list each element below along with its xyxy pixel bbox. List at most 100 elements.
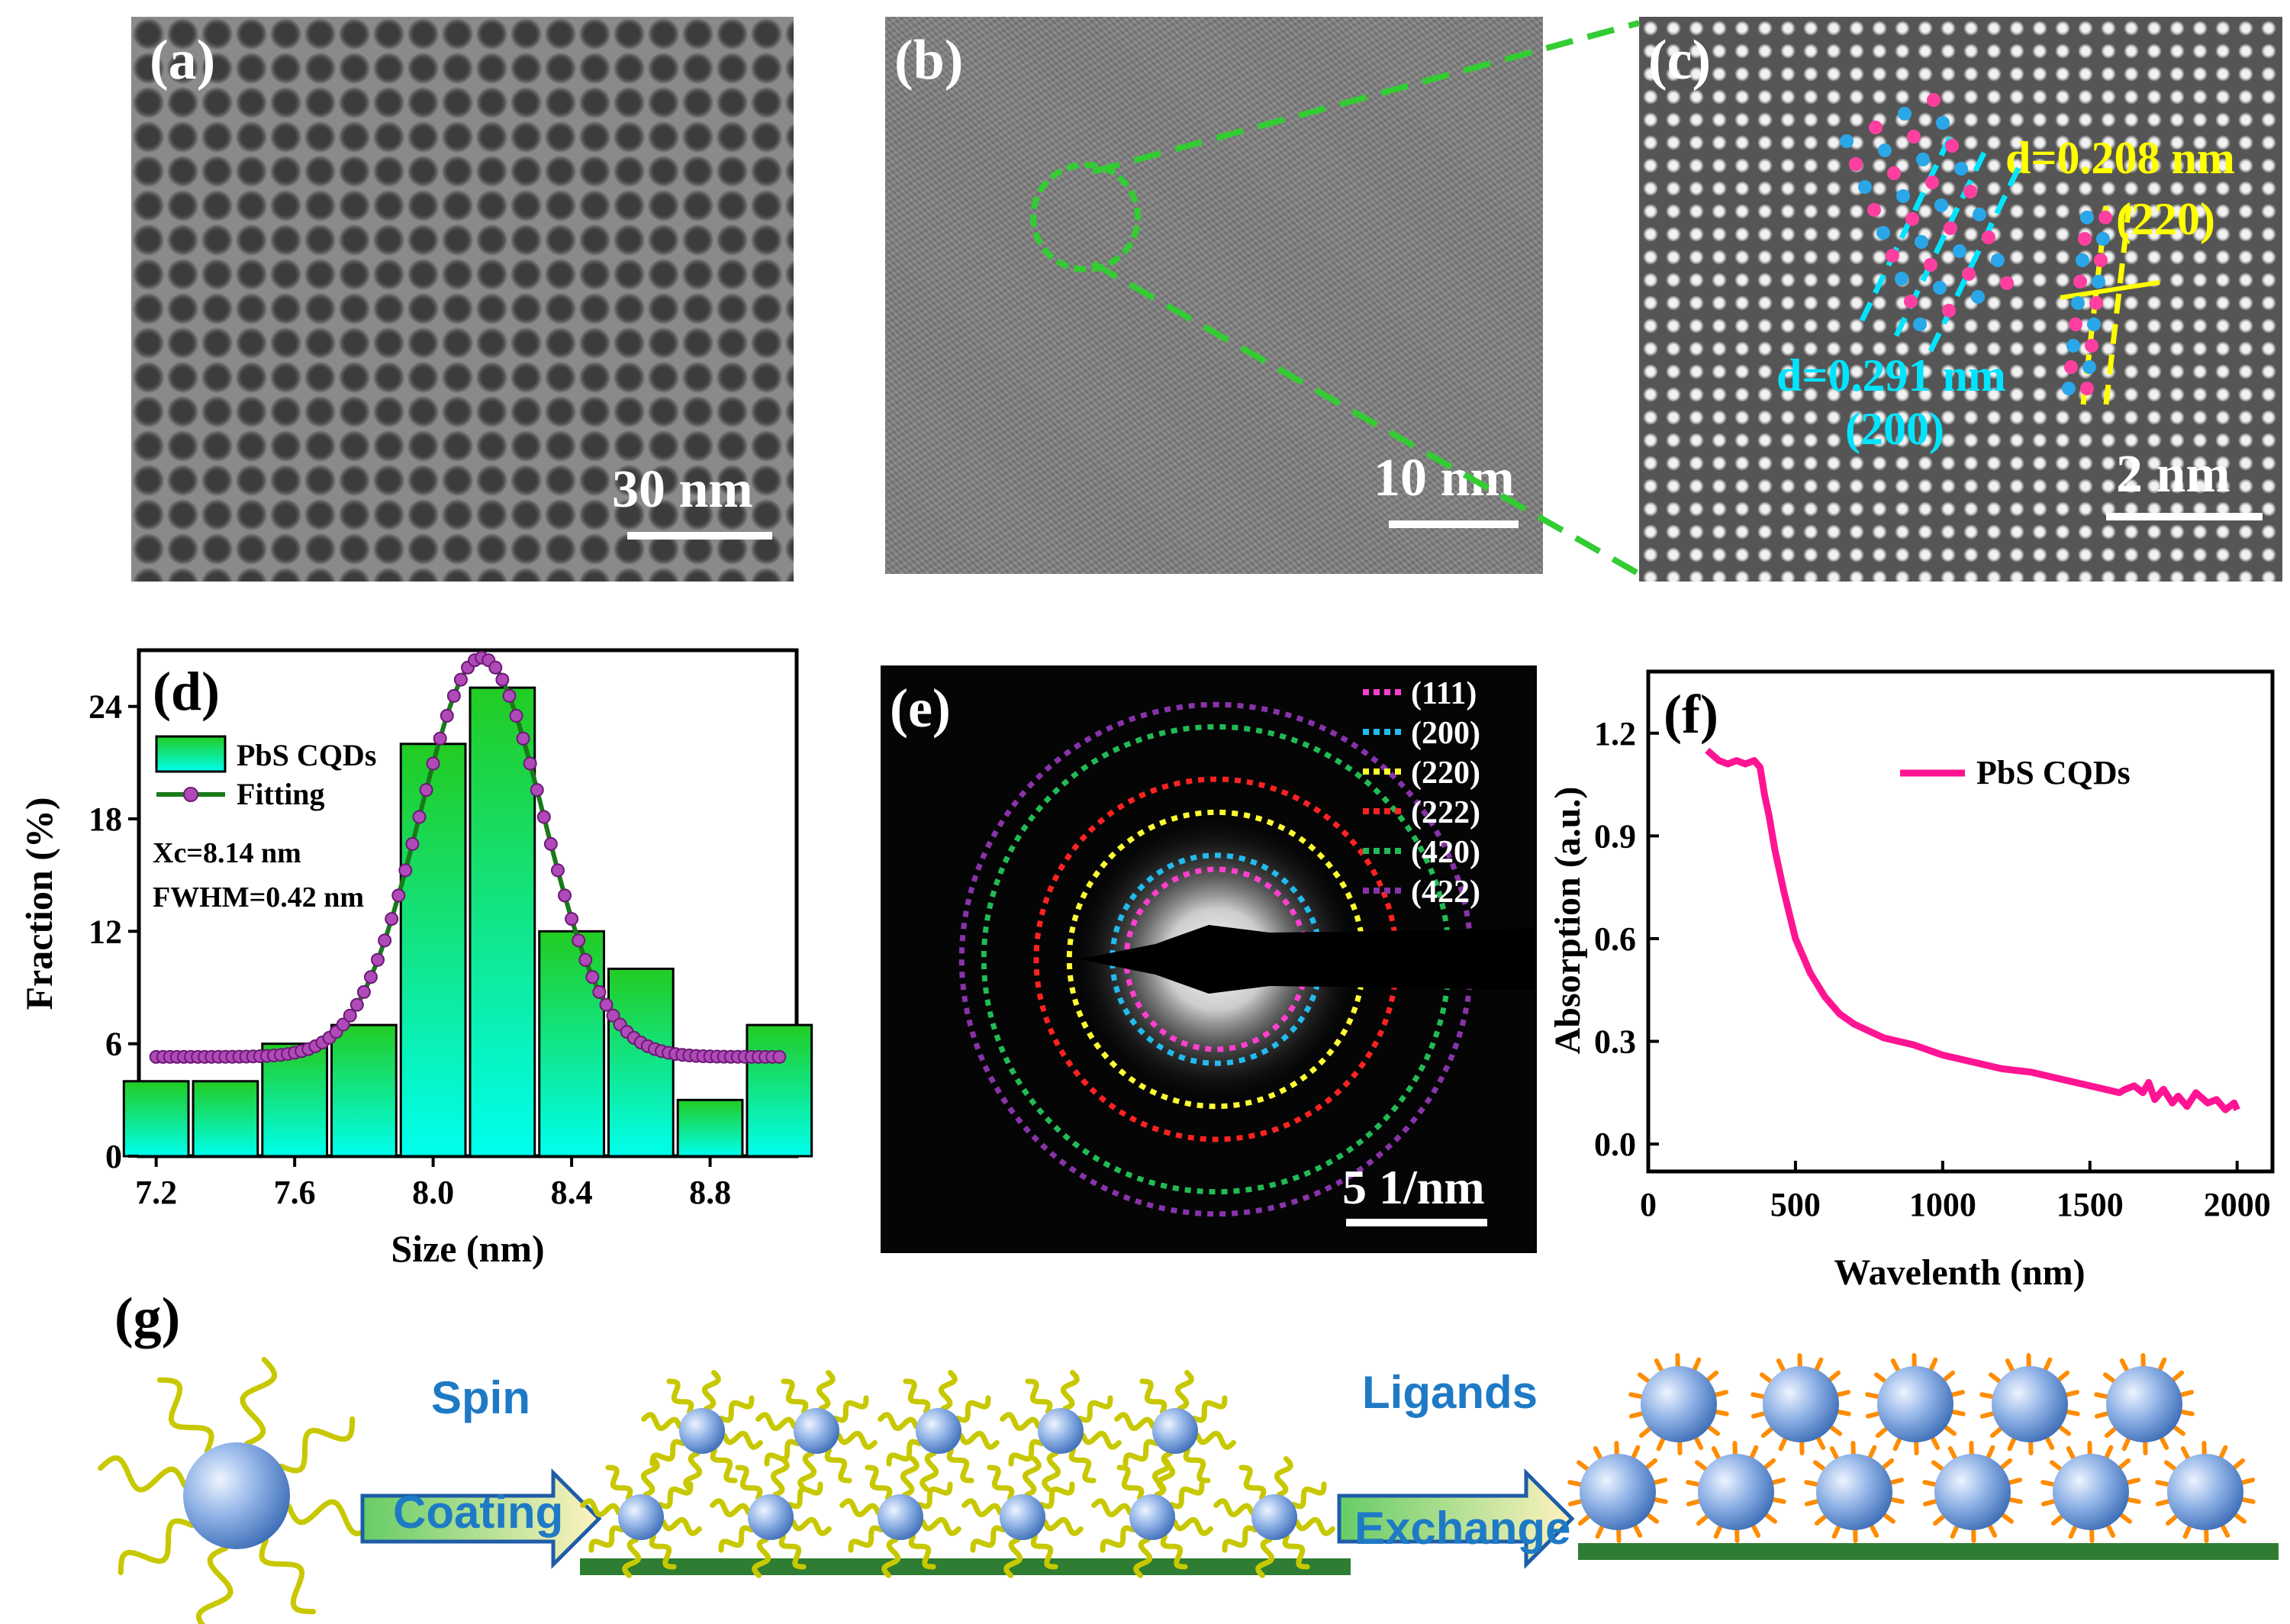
short-ligand [2121,1436,2131,1452]
short-ligand [1989,1372,2002,1384]
long-ligand [1282,1533,1310,1570]
long-ligand [955,1395,991,1423]
long-ligand [1042,1516,1084,1536]
fit-marker [405,836,420,851]
substrate-right [1578,1543,2279,1560]
d-xtick-label: 8.8 [689,1174,731,1211]
long-ligand [797,1450,817,1492]
quantum-dot-sphere [1000,1494,1045,1540]
short-ligand [1928,1357,1938,1372]
panel-e-label: (e) [890,678,951,739]
d-xtick-label: 8.4 [551,1174,593,1211]
long-ligand [1222,1525,1258,1553]
panel-a-scale-bar [627,532,772,540]
short-ligand [2044,1436,2055,1450]
legend-bar-swatch [155,735,227,773]
panel-c-scale-text: 2 nm [2116,445,2230,504]
short-ligand [1815,1436,1826,1450]
d-ytick-label: 0 [105,1138,122,1175]
long-ligand [755,1412,797,1432]
panel-e-saed-image: (111) (200) (220) (222) (420) (422) (e) 5 1/n… [881,665,1537,1253]
long-ligand [1238,1464,1267,1501]
quantum-dot-sphere [748,1494,794,1540]
fit-marker [599,997,614,1012]
long-ligand [770,1456,790,1498]
short-ligand [2065,1409,2080,1416]
short-ligand [1875,1426,1889,1439]
short-ligand [2126,1497,2141,1504]
fit-marker [378,933,392,948]
long-ligand [1171,1516,1213,1536]
xc-annotation: Xc=8.14 nm [153,837,301,869]
spin-text: Spin [431,1372,530,1423]
quantum-dot-sphere [183,1442,290,1549]
f-xtick-label: 1000 [1909,1186,1976,1223]
short-ligand [1814,1357,1824,1372]
short-ligand [1890,1358,1901,1373]
fit-marker [578,952,593,967]
short-ligand [2240,1477,2256,1485]
short-ligand [1804,1499,1820,1506]
histogram-bar [399,743,467,1158]
long-ligand [790,1516,832,1536]
long-ligand [660,1516,702,1536]
short-ligand [1714,1409,1729,1416]
long-ligand [946,1447,974,1484]
cqd-film-long-ligands [580,1370,1335,1578]
short-ligand [1922,1480,1937,1487]
long-ligand [721,1430,763,1450]
short-ligand [1706,1425,1720,1436]
histogram-bar [330,1023,398,1158]
histogram-bar [538,930,605,1158]
fit-marker [336,1017,350,1032]
fit-marker [419,783,433,798]
fit-marker [426,756,440,771]
long-ligand [781,1378,809,1415]
long-ligand [908,1533,936,1570]
long-ligand [641,1412,683,1432]
short-ligand [1776,1358,1786,1373]
quantum-dot-sphere [1641,1366,1717,1442]
panel-c-label: (c) [1648,29,1712,92]
short-ligand [1760,1426,1774,1439]
quantum-dot-sphere [618,1494,664,1540]
short-ligand [1711,1446,1722,1461]
short-ligand [1595,1524,1605,1539]
short-ligand [1713,1524,1723,1539]
short-ligand [1713,1390,1729,1397]
fit-marker [543,836,558,851]
fit-marker [398,863,413,878]
short-ligand [1889,1497,1905,1504]
long-ligand [1274,1456,1293,1498]
short-ligand [1814,1514,1828,1526]
long-ligand [1151,1456,1171,1498]
short-ligand [2050,1514,2064,1526]
short-ligand [1999,1458,2013,1470]
panel-d-label: (d) [153,661,220,722]
long-ligand [1255,1536,1275,1578]
long-ligand [1133,1536,1153,1578]
short-ligand [2179,1390,2195,1397]
quantum-dot-sphere [794,1408,839,1454]
long-ligand [156,1377,214,1455]
fit-marker [488,660,503,675]
panel-b-tem-image: (b) 10 nm [885,17,1543,574]
short-ligand [1686,1480,1701,1487]
short-ligand [1829,1446,1840,1461]
long-ligand [1174,1370,1194,1412]
long-ligand [98,1455,187,1493]
short-ligand [1749,1445,1759,1460]
histogram-bar [469,686,536,1158]
fit-marker [349,997,364,1012]
long-ligand [987,1464,1015,1501]
short-ligand [2007,1477,2023,1485]
long-ligand [1114,1412,1156,1432]
long-ligand [1194,1430,1236,1450]
f-ylabel: Absorption (a.u.) [1548,787,1588,1055]
f-ytick-label: 0.3 [1594,1023,1636,1061]
fit-marker [772,1049,787,1064]
fit-marker [536,810,551,824]
short-ligand [2008,1497,2023,1504]
fit-marker [356,984,371,999]
beam-stopper [1079,925,1537,994]
